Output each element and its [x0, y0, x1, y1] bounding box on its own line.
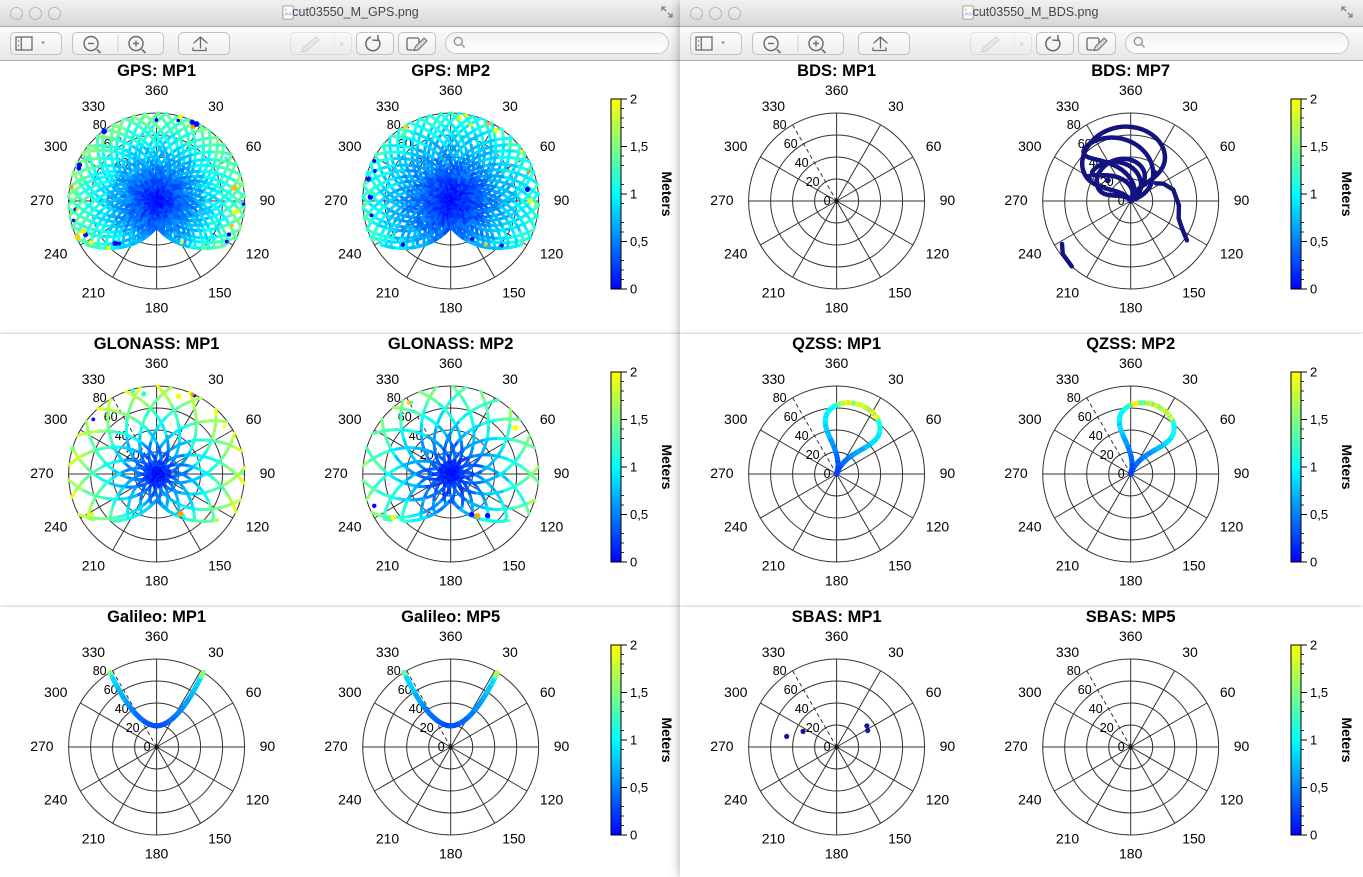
svg-text:180: 180 [439, 299, 463, 315]
svg-text:240: 240 [338, 246, 362, 262]
svg-text:90: 90 [554, 192, 570, 208]
svg-text:120: 120 [540, 246, 564, 262]
svg-text:270: 270 [324, 192, 348, 208]
svg-text:270: 270 [30, 192, 54, 208]
svg-text:2: 2 [630, 92, 637, 107]
svg-text:150: 150 [208, 284, 232, 300]
svg-text:1: 1 [630, 187, 637, 202]
svg-text:150: 150 [208, 557, 232, 573]
svg-text:0: 0 [630, 282, 637, 297]
svg-text:360: 360 [145, 82, 169, 98]
svg-text:90: 90 [260, 465, 276, 481]
svg-text:210: 210 [82, 557, 106, 573]
svg-text:150: 150 [502, 284, 526, 300]
svg-text:90: 90 [260, 192, 276, 208]
svg-text:240: 240 [44, 246, 68, 262]
svg-text:120: 120 [246, 519, 270, 535]
svg-text:30: 30 [208, 98, 224, 114]
svg-text:120: 120 [246, 246, 270, 262]
svg-text:300: 300 [44, 138, 68, 154]
svg-text:360: 360 [439, 82, 463, 98]
svg-text:GLONASS: MP1: GLONASS: MP1 [94, 335, 220, 353]
svg-text:GPS: MP2: GPS: MP2 [411, 62, 490, 80]
svg-text:60: 60 [246, 138, 262, 154]
svg-text:330: 330 [82, 371, 106, 387]
svg-text:330: 330 [82, 98, 106, 114]
svg-text:240: 240 [44, 519, 68, 535]
svg-text:80: 80 [93, 391, 107, 405]
svg-text:300: 300 [44, 411, 68, 427]
svg-text:210: 210 [376, 284, 400, 300]
svg-text:210: 210 [82, 284, 106, 300]
svg-text:300: 300 [338, 138, 362, 154]
svg-text:0,5: 0,5 [630, 234, 648, 249]
svg-text:1,5: 1,5 [630, 139, 648, 154]
svg-text:60: 60 [540, 138, 556, 154]
svg-text:30: 30 [208, 371, 224, 387]
svg-text:360: 360 [145, 355, 169, 371]
svg-text:270: 270 [30, 465, 54, 481]
svg-text:330: 330 [376, 98, 400, 114]
svg-text:180: 180 [145, 572, 169, 588]
svg-text:180: 180 [145, 299, 169, 315]
svg-text:Meters: Meters [659, 171, 675, 216]
svg-text:GPS: MP1: GPS: MP1 [117, 62, 196, 80]
svg-text:30: 30 [502, 98, 518, 114]
svg-text:60: 60 [246, 411, 262, 427]
